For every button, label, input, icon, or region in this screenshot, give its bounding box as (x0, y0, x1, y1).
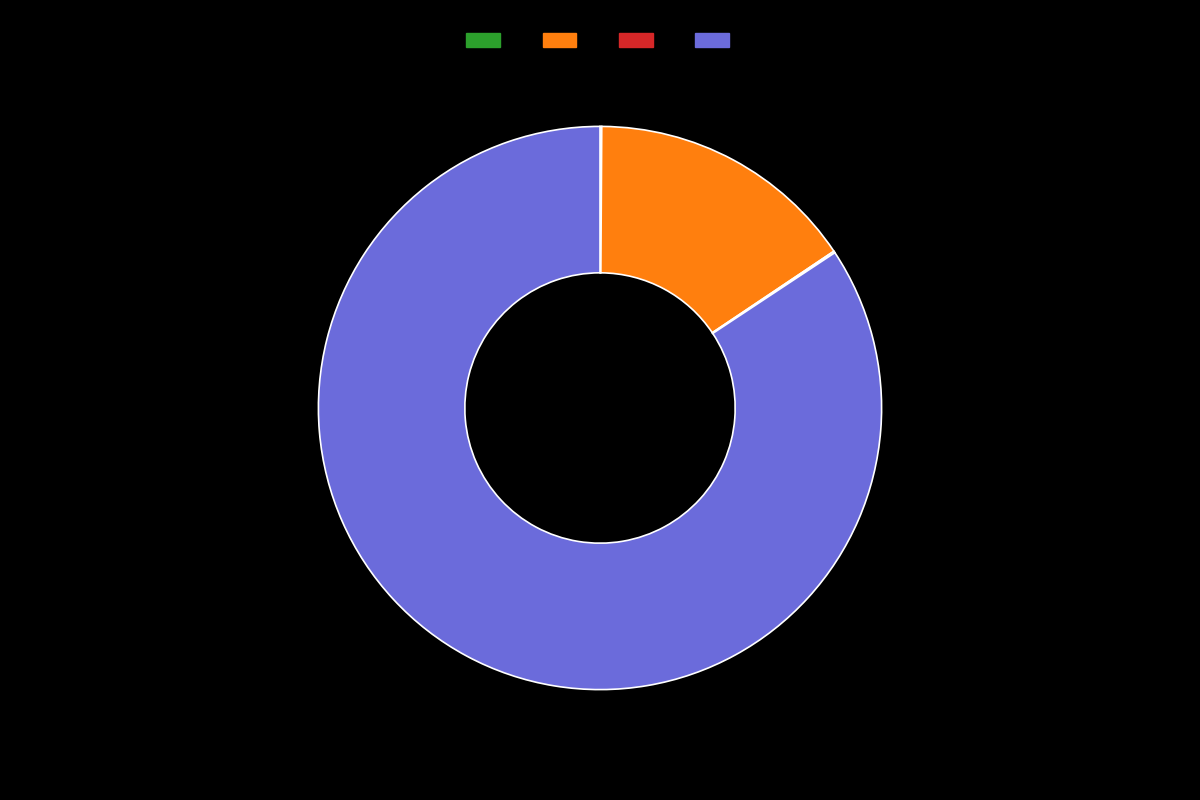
Wedge shape (600, 126, 601, 273)
Wedge shape (601, 126, 834, 333)
Wedge shape (318, 126, 882, 690)
Legend: , , , : , , , (462, 29, 738, 53)
Wedge shape (713, 251, 835, 334)
